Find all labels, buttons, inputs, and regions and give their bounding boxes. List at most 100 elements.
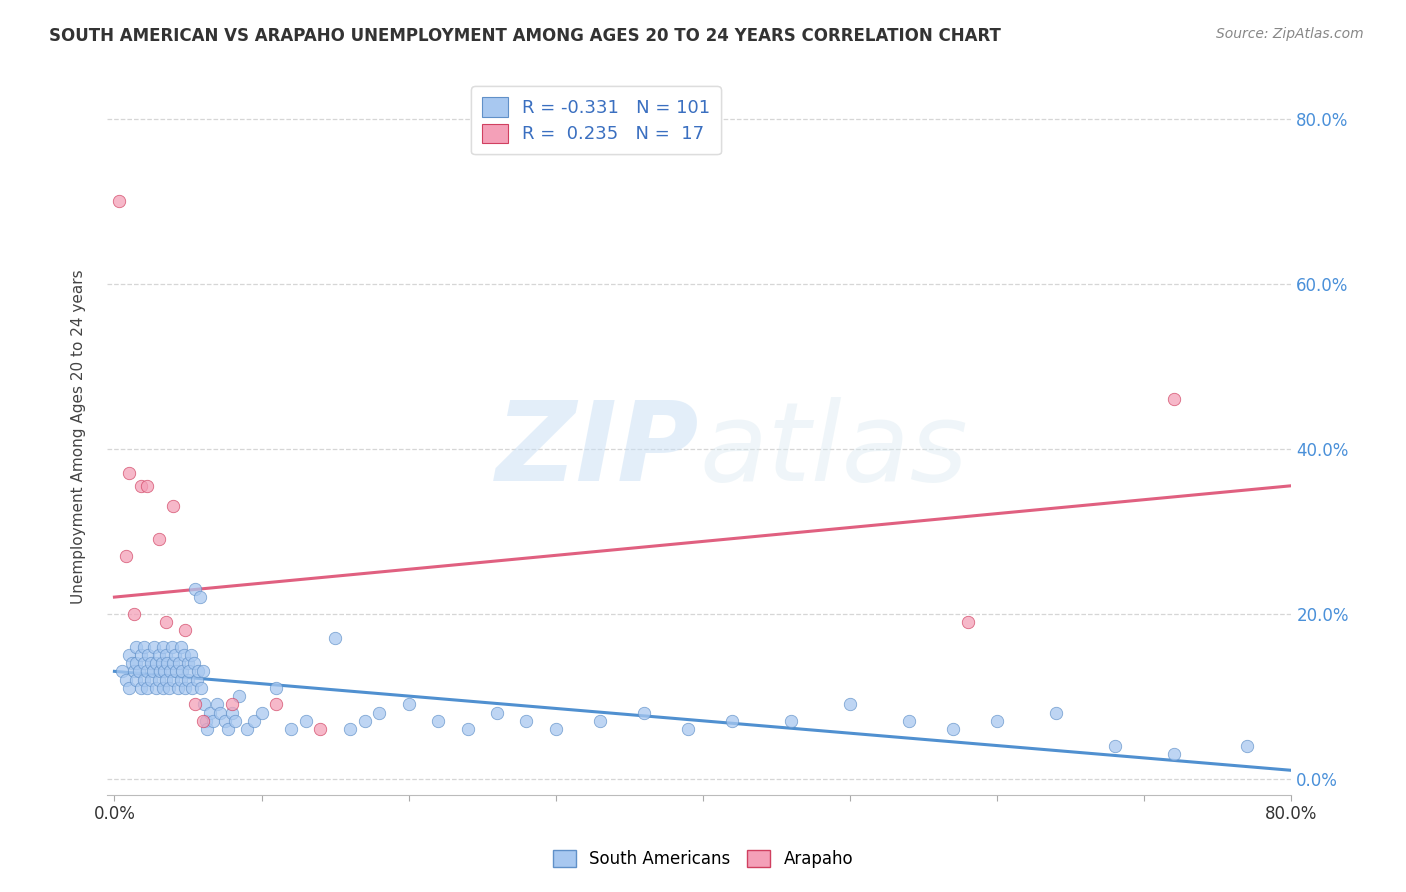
Point: [236, 722, 259, 736]
Point: [195, 722, 218, 736]
Point: [1163, 392, 1185, 406]
Point: [457, 722, 479, 736]
Point: [191, 665, 214, 679]
Point: [160, 640, 183, 654]
Point: [135, 665, 157, 679]
Point: [209, 706, 232, 720]
Point: [128, 665, 150, 679]
Point: [228, 689, 250, 703]
Point: [152, 640, 174, 654]
Point: [942, 722, 965, 736]
Point: [162, 673, 184, 687]
Point: [221, 706, 243, 720]
Point: [142, 665, 165, 679]
Point: [148, 673, 170, 687]
Point: [118, 681, 141, 695]
Point: [1104, 739, 1126, 753]
Point: [108, 194, 131, 209]
Point: [180, 648, 202, 662]
Point: [125, 640, 148, 654]
Point: [309, 722, 332, 736]
Point: [515, 714, 537, 728]
Point: [721, 714, 744, 728]
Point: [183, 656, 205, 670]
Point: [148, 533, 170, 547]
Point: [174, 681, 197, 695]
Point: [193, 698, 215, 712]
Point: [243, 714, 266, 728]
Point: [135, 479, 157, 493]
Point: [544, 722, 567, 736]
Point: [427, 714, 450, 728]
Point: [1163, 747, 1185, 761]
Point: [122, 607, 145, 621]
Point: [194, 714, 217, 728]
Point: [141, 656, 163, 670]
Point: [353, 714, 375, 728]
Point: [167, 656, 190, 670]
Point: [184, 582, 207, 596]
Point: [143, 640, 166, 654]
Point: [118, 648, 141, 662]
Point: [152, 681, 174, 695]
Point: [172, 665, 194, 679]
Point: [129, 648, 152, 662]
Point: [294, 714, 316, 728]
Point: [145, 656, 167, 670]
Point: [589, 714, 612, 728]
Legend: South Americans, Arapaho: South Americans, Arapaho: [546, 843, 860, 875]
Y-axis label: Unemployment Among Ages 20 to 24 years: Unemployment Among Ages 20 to 24 years: [72, 269, 86, 604]
Point: [264, 698, 287, 712]
Text: Source: ZipAtlas.com: Source: ZipAtlas.com: [1216, 27, 1364, 41]
Point: [162, 656, 184, 670]
Point: [132, 673, 155, 687]
Point: [633, 706, 655, 720]
Point: [1045, 706, 1067, 720]
Point: [118, 467, 141, 481]
Point: [157, 681, 180, 695]
Point: [485, 706, 508, 720]
Point: [159, 665, 181, 679]
Point: [214, 714, 236, 728]
Point: [174, 623, 197, 637]
Point: [169, 640, 191, 654]
Point: [676, 722, 699, 736]
Point: [201, 714, 224, 728]
Point: [177, 673, 200, 687]
Legend: R = -0.331   N = 101, R =  0.235   N =  17: R = -0.331 N = 101, R = 0.235 N = 17: [471, 87, 721, 154]
Point: [125, 673, 148, 687]
Point: [145, 681, 167, 695]
Point: [187, 665, 209, 679]
Point: [136, 648, 159, 662]
Point: [323, 632, 346, 646]
Point: [155, 615, 177, 629]
Point: [166, 681, 188, 695]
Point: [177, 656, 200, 670]
Point: [150, 656, 173, 670]
Point: [181, 681, 204, 695]
Point: [149, 665, 172, 679]
Point: [217, 722, 239, 736]
Point: [155, 648, 177, 662]
Point: [198, 706, 221, 720]
Point: [121, 656, 143, 670]
Point: [398, 698, 420, 712]
Point: [897, 714, 920, 728]
Point: [129, 681, 152, 695]
Point: [264, 681, 287, 695]
Point: [135, 681, 157, 695]
Point: [780, 714, 803, 728]
Point: [148, 648, 170, 662]
Point: [190, 681, 212, 695]
Point: [115, 673, 138, 687]
Point: [169, 673, 191, 687]
Point: [280, 722, 302, 736]
Point: [186, 673, 208, 687]
Point: [132, 640, 155, 654]
Point: [125, 656, 148, 670]
Point: [839, 698, 862, 712]
Point: [207, 698, 229, 712]
Point: [111, 665, 134, 679]
Text: atlas: atlas: [699, 397, 967, 504]
Point: [173, 648, 195, 662]
